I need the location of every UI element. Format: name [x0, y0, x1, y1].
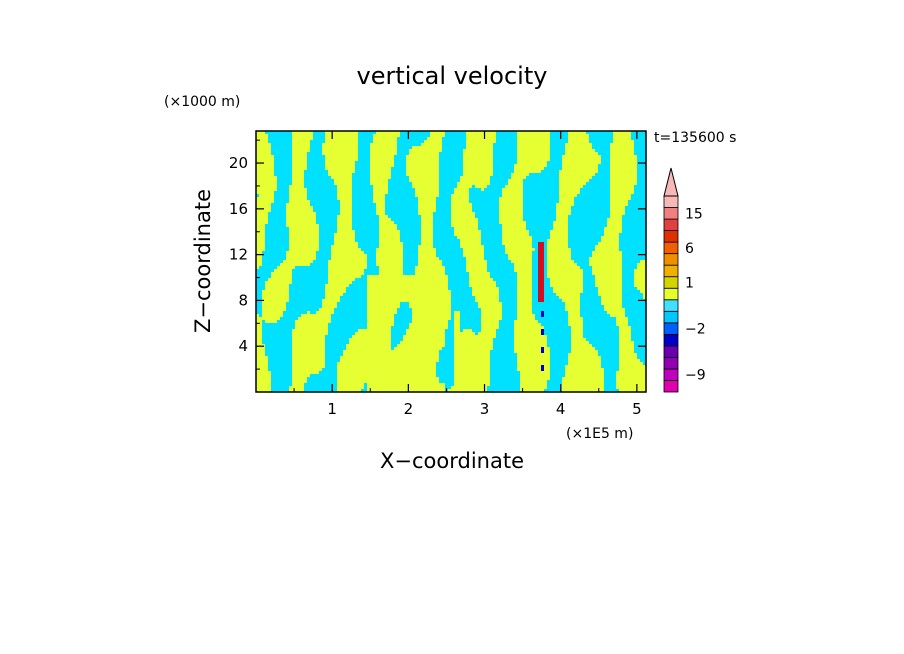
- x-tick-label: 3: [480, 400, 490, 418]
- colorbar-swatch: [663, 299, 679, 312]
- colorbar-label: 15: [685, 206, 703, 222]
- colorbar-label: −9: [685, 368, 706, 384]
- colorbar-swatch: [663, 230, 679, 243]
- colorbar-extend-arrow: [663, 167, 679, 197]
- y-tick-label: 16: [229, 200, 248, 218]
- x-tick-label: 1: [327, 400, 337, 418]
- colorbar-label: 6: [685, 241, 694, 257]
- y-tick-label: 8: [238, 291, 248, 309]
- y-axis: 4 8 12 16 20: [229, 139, 646, 370]
- x-tick-label: 5: [632, 400, 642, 418]
- y-unit-label: (×1000 m): [164, 94, 240, 110]
- colorbar-label: −2: [685, 322, 706, 338]
- y-axis-title: Z−coordinate: [191, 189, 215, 333]
- x-axis: 1 2 3 4 5: [293, 131, 642, 418]
- colorbar-swatch: [663, 357, 679, 370]
- chart-title: vertical velocity: [357, 62, 548, 90]
- plot-frame: [255, 130, 647, 393]
- colorbar-swatch: [663, 310, 679, 324]
- colorbar-swatch: [663, 287, 679, 301]
- y-tick-label: 12: [229, 246, 248, 264]
- colorbar-label: 1: [685, 275, 694, 291]
- x-tick-label: 2: [404, 400, 414, 418]
- colorbar-swatch: [663, 264, 679, 278]
- colorbar-swatch: [663, 253, 679, 266]
- colorbar-swatch: [663, 333, 679, 347]
- colorbar-swatch: [663, 195, 679, 208]
- x-unit-label: (×1E5 m): [566, 426, 633, 442]
- colorbar-swatch: [663, 241, 679, 255]
- x-axis-title: X−coordinate: [380, 449, 524, 473]
- colorbar-swatch: [663, 218, 679, 231]
- colorbar-swatch: [663, 207, 679, 220]
- colorbar-swatch: [663, 380, 679, 393]
- time-label: t=135600 s: [654, 130, 736, 146]
- y-tick-label: 20: [229, 154, 248, 172]
- colorbar-swatch: [663, 345, 679, 358]
- colorbar: −9 −2 1 6 15: [663, 167, 706, 393]
- colorbar-swatch: [663, 322, 679, 335]
- velocity-field: [256, 131, 646, 392]
- x-tick-label: 4: [556, 400, 566, 418]
- y-tick-label: 4: [238, 337, 248, 355]
- colorbar-swatch: [663, 276, 679, 289]
- colorbar-swatch: [663, 368, 679, 381]
